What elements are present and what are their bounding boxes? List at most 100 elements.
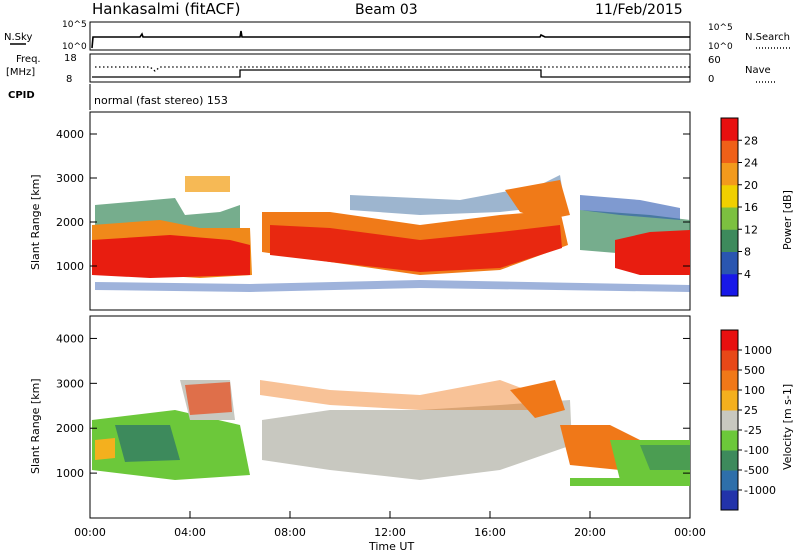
power-panel: Slant Range [km] 1000 2000 3000 4000: [29, 111, 691, 311]
nave-label: Nave: [745, 65, 771, 76]
velocity-colorbar: 1000 500 100 25 -25 -100 -500 -1000 Velocity [m…: [720, 329, 794, 511]
x-tick-label-2: 08:00: [274, 526, 306, 539]
velocity-y-tick-label-1: 2000: [56, 422, 84, 435]
power-cb-tick-label-1: 8: [744, 246, 751, 259]
power-data: [92, 175, 690, 292]
velocity-bottom-green: [570, 478, 690, 486]
power-cb-tick-label-3: 16: [744, 201, 758, 214]
power-evening-blue: [580, 195, 680, 220]
velocity-cb-tick-label-0: 1000: [744, 344, 772, 357]
power-y-tick-label-3: 4000: [56, 128, 84, 141]
freq-panel-frame: [89, 53, 691, 83]
power-cb-swatch-7: [721, 118, 738, 141]
velocity-y-tick-label-0: 1000: [56, 467, 84, 480]
power-cb-swatch-4: [721, 184, 738, 208]
velocity-cb-tick-label-2: 100: [744, 384, 765, 397]
nsky-label: N.Sky: [4, 32, 32, 43]
velocity-cb-swatch-4: [721, 410, 738, 431]
nsearch-tick-top: 10^5: [708, 23, 733, 33]
velocity-data: [92, 380, 690, 486]
nsky-trace: [91, 30, 690, 49]
power-y-tick-label-1: 2000: [56, 216, 84, 229]
velocity-colorbar-ticks: 1000 500 100 25 -25 -100 -500 -1000: [738, 344, 776, 497]
power-cb-swatch-5: [721, 162, 738, 186]
power-colorbar-label: Power [dB]: [781, 190, 794, 250]
velocity-cb-swatch-3: [721, 430, 738, 451]
velocity-plume-orange: [510, 380, 565, 418]
velocity-yticks: 1000 2000 3000 4000: [56, 332, 690, 480]
x-tick-label-6: 00:00: [674, 526, 706, 539]
power-cb-tick-label-0: 4: [744, 268, 751, 281]
velocity-cb-swatch-7: [721, 350, 738, 371]
x-tick-label-5: 20:00: [574, 526, 606, 539]
cpid-mode: normal (fast stereo) 153: [94, 94, 228, 107]
x-tick-label-3: 12:00: [374, 526, 406, 539]
power-cb-swatch-0: [721, 273, 738, 297]
power-plume: [505, 180, 570, 220]
velocity-plume-red: [185, 382, 232, 415]
cpid-label: CPID: [8, 90, 35, 101]
nave-tick-bottom: 0: [708, 74, 714, 85]
freq-tick-bottom: 8: [66, 74, 72, 85]
power-cb-tick-label-5: 24: [744, 157, 758, 170]
nsky-panel-frame: [89, 21, 691, 51]
velocity-colorbar-frame: [720, 329, 739, 511]
nave-trace: [95, 66, 690, 72]
freq-tick-top: 18: [64, 53, 77, 64]
velocity-cb-swatch-8: [721, 330, 738, 351]
power-upper-day: [350, 175, 565, 215]
freq-label-1: Freq.: [16, 54, 41, 65]
power-y-tick-label-2: 3000: [56, 172, 84, 185]
velocity-y-tick-label-3: 4000: [56, 332, 84, 345]
power-cb-swatch-1: [721, 251, 738, 275]
velocity-cb-tick-label-7: -1000: [744, 484, 776, 497]
power-cb-swatch-6: [721, 140, 738, 163]
velocity-morning-orange: [95, 438, 115, 460]
station-title: Hankasalmi (fitACF): [92, 0, 240, 18]
velocity-cb-swatch-5: [721, 390, 738, 411]
power-band-evening: [615, 230, 690, 275]
nsky-tick-bottom: 10^0: [62, 42, 87, 52]
beam-label: Beam 03: [355, 2, 418, 18]
velocity-upper-noise: [260, 380, 540, 410]
freq-trace: [92, 69, 690, 78]
velocity-colorbar-swatches: [721, 330, 738, 511]
power-y-tick-label-0: 1000: [56, 260, 84, 273]
velocity-cb-tick-label-1: 500: [744, 364, 765, 377]
velocity-cb-tick-label-6: -500: [744, 464, 769, 477]
velocity-cb-swatch-0: [721, 490, 738, 511]
velocity-cb-tick-label-5: -100: [744, 444, 769, 457]
velocity-cb-swatch-2: [721, 450, 738, 471]
velocity-ylabel: Slant Range [km]: [29, 378, 42, 474]
velocity-xticks: 00:00 04:00 08:00 12:00 16:00 20:00 00:00: [74, 511, 706, 539]
power-cb-tick-label-2: 12: [744, 223, 758, 236]
power-colorbar-swatches: [721, 118, 738, 297]
x-tick-label-1: 04:00: [174, 526, 206, 539]
power-band-day-core: [270, 225, 562, 272]
power-yticks: 1000 2000 3000 4000: [56, 128, 690, 273]
nsky-tick-top: 10^5: [62, 20, 87, 30]
date-label: 11/Feb/2015: [595, 2, 683, 18]
velocity-colorbar-label: Velocity [m s-1]: [781, 384, 794, 470]
x-tick-label-4: 16:00: [474, 526, 506, 539]
power-ylabel: Slant Range [km]: [29, 174, 42, 270]
power-colorbar-ticks: 4 8 12 16 20 24 28: [738, 134, 758, 281]
freq-label-2: [MHz]: [6, 67, 35, 78]
velocity-cb-swatch-1: [721, 470, 738, 491]
velocity-evening-darkgreen: [640, 445, 690, 470]
power-cb-swatch-2: [721, 229, 738, 252]
velocity-day-gray: [262, 400, 572, 480]
power-colorbar: 4 8 12 16 20 24 28 Power [dB]: [720, 117, 794, 297]
nave-tick-top: 60: [708, 55, 721, 66]
nsearch-tick-bottom: 10^0: [708, 42, 733, 52]
power-cb-tick-label-6: 28: [744, 134, 758, 147]
power-cb-tick-label-4: 20: [744, 179, 758, 192]
x-tick-label-0: 00:00: [74, 526, 106, 539]
velocity-morning-darkgreen: [115, 425, 180, 462]
velocity-cb-swatch-6: [721, 370, 738, 391]
power-band-morning-core: [92, 235, 250, 278]
velocity-cb-tick-label-3: 25: [744, 404, 758, 417]
power-cb-swatch-3: [721, 207, 738, 230]
